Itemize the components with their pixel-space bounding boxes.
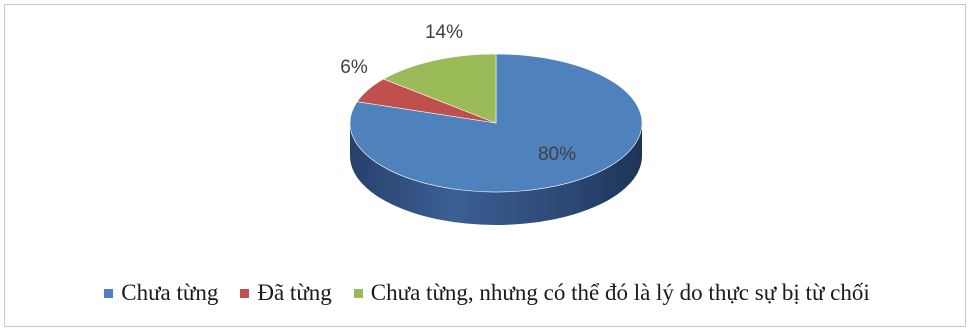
legend-swatch-0 (104, 288, 114, 298)
legend-entry-0: Chưa từng (104, 280, 218, 306)
pie-side-0 (350, 123, 642, 225)
legend-entry-2: Chưa từng, nhưng có thể đó là lý do thực… (353, 280, 870, 306)
data-label-2: 14% (425, 22, 463, 43)
data-label-1: 6% (340, 57, 368, 78)
legend-label-0: Chưa từng (121, 280, 219, 305)
legend-swatch-1 (240, 288, 250, 298)
legend-label-1: Đã từng (257, 280, 332, 305)
pie-labels: 80% 6% 14% (340, 22, 576, 165)
pie-tops (349, 53, 643, 193)
legend-swatch-2 (353, 288, 363, 298)
pie-sides (350, 123, 642, 225)
legend-entry-1: Đã từng (240, 280, 332, 306)
legend: Chưa từng Đã từng Chưa từng, nhưng có thể … (0, 280, 974, 306)
pie-slice-2 (382, 53, 497, 124)
legend-label-2: Chưa từng, nhưng có thể đó là lý do thực… (370, 280, 870, 305)
data-label-0: 80% (538, 144, 576, 165)
